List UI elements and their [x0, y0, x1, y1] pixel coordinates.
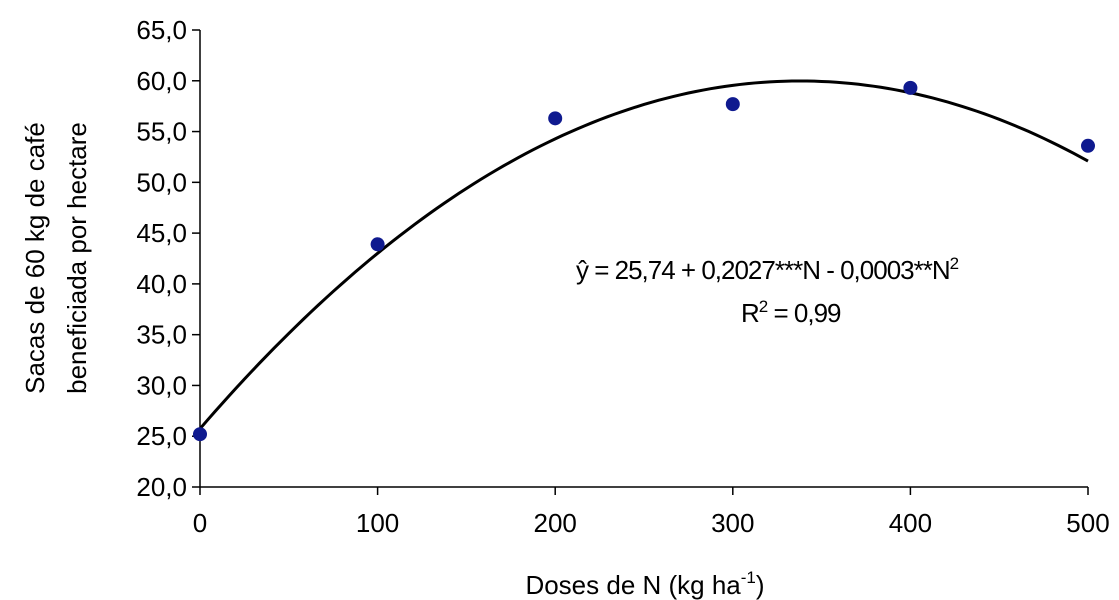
x-tick-label: 500: [1066, 508, 1109, 538]
data-point: [548, 111, 563, 126]
data-point: [193, 427, 207, 442]
fit-equation: ŷ = 25,74 + 0,2027***N - 0,0003**N2: [576, 254, 959, 285]
y-tick-label: 50,0: [136, 167, 187, 197]
x-axis-title: Doses de N (kg ha-1): [525, 568, 764, 600]
y-tick-label: 30,0: [136, 370, 187, 400]
y-axis-title-line1: Sacas de 60 kg de café: [20, 122, 50, 394]
data-point: [903, 80, 918, 95]
x-tick-label: 0: [193, 508, 207, 538]
y-tick-label: 65,0: [136, 15, 187, 45]
y-tick-label: 35,0: [136, 320, 187, 350]
y-tick-label: 45,0: [136, 218, 187, 248]
x-axis-ticks: 0 100 200 300 400 500: [193, 487, 1110, 538]
y-tick-label: 60,0: [136, 66, 187, 96]
y-tick-label: 40,0: [136, 269, 187, 299]
y-tick-label: 55,0: [136, 117, 187, 147]
x-tick-label: 400: [889, 508, 932, 538]
y-tick-label: 20,0: [136, 472, 187, 502]
y-tick-label: 25,0: [136, 421, 187, 451]
data-point: [725, 97, 740, 112]
r-squared-annotation: R2 = 0,99: [741, 297, 841, 328]
x-tick-label: 100: [356, 508, 399, 538]
x-tick-label: 200: [534, 508, 577, 538]
y-axis-title-line2: beneficiada por hectare: [62, 122, 92, 394]
fit-curve: [198, 79, 1089, 430]
data-point: [370, 237, 385, 252]
data-point: [1081, 138, 1095, 153]
x-tick-label: 300: [711, 508, 754, 538]
data-points: [193, 80, 1095, 442]
y-axis-ticks: 20,0 25,0 30,0 35,0 40,0 45,0 50,0 55,0 60,0 65,0: [136, 15, 200, 502]
